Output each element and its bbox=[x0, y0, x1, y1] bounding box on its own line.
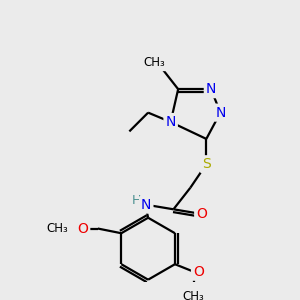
Text: S: S bbox=[202, 157, 211, 171]
Text: O: O bbox=[196, 207, 207, 221]
Text: CH₃: CH₃ bbox=[144, 56, 166, 69]
Text: O: O bbox=[193, 265, 204, 279]
Text: N: N bbox=[206, 82, 216, 96]
Text: CH₃: CH₃ bbox=[46, 222, 68, 235]
Text: N: N bbox=[166, 115, 176, 129]
Text: CH₃: CH₃ bbox=[183, 290, 205, 300]
Text: O: O bbox=[77, 221, 88, 236]
Text: N: N bbox=[141, 198, 152, 212]
Text: N: N bbox=[215, 106, 226, 120]
Text: H: H bbox=[132, 194, 142, 207]
